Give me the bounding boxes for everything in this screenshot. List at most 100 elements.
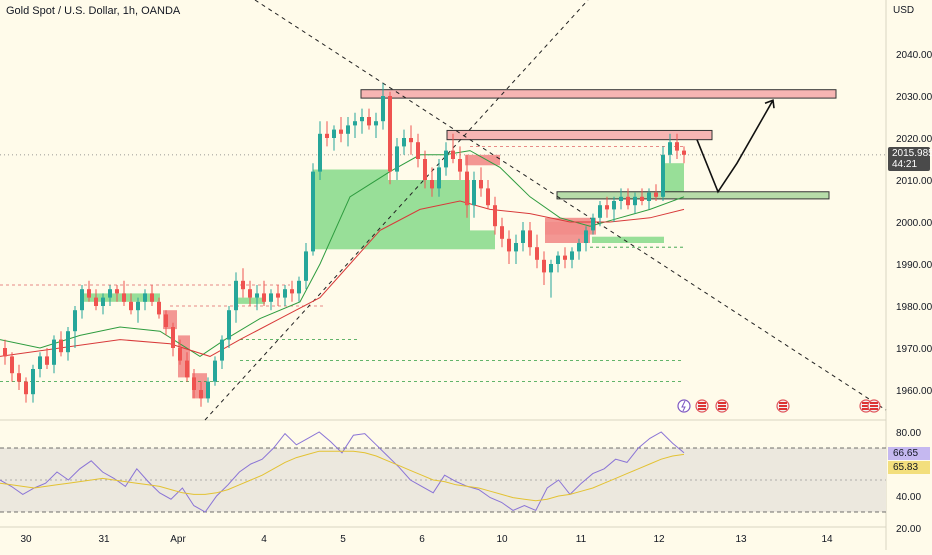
candle-bullish <box>437 167 441 189</box>
candle-bearish <box>493 205 497 227</box>
candle-bearish <box>416 142 420 159</box>
candle-bullish <box>556 255 560 264</box>
rsi-axis-label: 40.00 <box>896 492 921 503</box>
rsi-axis-label: 80.00 <box>896 428 921 439</box>
fvg-bearish-zone <box>545 222 590 243</box>
candle-bearish <box>10 356 14 374</box>
candle-bullish <box>255 293 259 298</box>
flag-stripe <box>870 408 878 410</box>
candle-bullish <box>444 150 448 168</box>
flag-stripe <box>870 402 878 404</box>
projection-layer <box>696 99 775 194</box>
candle-bullish <box>353 121 357 126</box>
rsi-axis-label: 20.00 <box>896 524 921 535</box>
candle-bearish <box>241 280 245 290</box>
candle-bearish <box>654 192 658 197</box>
trendlines-layer <box>0 0 887 421</box>
candle-bearish <box>115 289 119 294</box>
candle-bearish <box>682 150 686 155</box>
candle-bullish <box>66 331 70 353</box>
candle-bearish <box>94 297 98 306</box>
candle-bullish <box>143 293 147 302</box>
candle-bullish <box>332 129 336 138</box>
time-axis-label: 10 <box>496 534 508 545</box>
candle-bearish <box>87 289 91 298</box>
time-axis-label: 14 <box>821 534 833 545</box>
us-flag-icon <box>776 399 790 413</box>
descending-trendline <box>254 0 887 411</box>
candle-bullish <box>374 121 378 126</box>
candle-bullish <box>577 243 581 252</box>
candle-bullish <box>220 339 224 361</box>
candle-bullish <box>283 289 287 298</box>
time-axis-label: 4 <box>261 534 267 545</box>
candle-bullish <box>472 180 476 206</box>
candle-bullish <box>346 125 350 134</box>
time-axis-label: 11 <box>576 534 587 545</box>
candle-bearish <box>626 196 630 206</box>
candle-bullish <box>73 310 77 332</box>
rsi-value-tag: 66.65 <box>888 447 930 460</box>
candle-bearish <box>367 117 371 126</box>
candle-bullish <box>570 251 574 260</box>
candle-bullish <box>108 289 112 298</box>
candle-bullish <box>619 196 623 201</box>
time-axis-label: 30 <box>20 534 32 545</box>
candle-bearish <box>290 289 294 294</box>
supply-zone-lower <box>446 129 713 141</box>
flag-stripe <box>779 405 787 407</box>
us-flag-icon <box>715 399 729 413</box>
fvg-bullish-zone <box>664 163 684 199</box>
flag-stripe <box>718 408 726 410</box>
candle-bullish <box>213 360 217 382</box>
price-axis-label: 2040.000 <box>896 50 932 61</box>
candle-bullish <box>514 243 518 252</box>
candle-bullish <box>269 293 273 302</box>
candle-bearish <box>150 293 154 302</box>
flag-stripe <box>862 405 870 407</box>
us-flag-icon <box>867 399 881 413</box>
currency-label: USD <box>893 5 915 16</box>
moving-averages-layer <box>0 150 685 357</box>
candle-bearish <box>409 138 413 143</box>
candle-bearish <box>199 390 203 399</box>
time-axis-label: 13 <box>735 534 747 545</box>
fvg-bullish-zone <box>592 236 664 243</box>
flag-stripe <box>870 405 878 407</box>
flag-stripe <box>862 402 870 404</box>
fvg-bearish-zone <box>465 154 500 166</box>
fvg-bullish-zone <box>313 169 388 250</box>
candle-bearish <box>24 381 28 395</box>
time-axis-label: 31 <box>98 534 110 545</box>
candle-bearish <box>675 142 679 151</box>
candle-bearish <box>528 230 532 248</box>
rsi-band <box>0 448 886 512</box>
candle-bullish <box>227 310 231 340</box>
price-axis-label: 1980.000 <box>896 302 932 313</box>
candle-bullish <box>206 381 210 399</box>
last-price-value: 2015.985 <box>892 148 932 159</box>
candle-bearish <box>262 293 266 302</box>
demand-zone <box>556 191 830 200</box>
time-axis-label: 6 <box>419 534 425 545</box>
time-axis-label: Apr <box>170 534 186 545</box>
candle-bullish <box>311 171 315 252</box>
candle-bearish <box>178 348 182 361</box>
candle-bullish <box>304 251 308 281</box>
price-axis-label: 1990.000 <box>896 260 932 271</box>
fvg-bullish-zone <box>470 230 495 250</box>
flag-stripe <box>779 402 787 404</box>
candle-bullish <box>598 205 602 218</box>
candle-bullish <box>80 289 84 311</box>
axes-layer: 2040.000 2030.000 2020.000 2010.000 2000.000… <box>20 50 932 545</box>
candle-bullish <box>584 230 588 243</box>
candle-bullish <box>234 280 238 311</box>
supply-zone-upper <box>360 89 837 99</box>
candle-bearish <box>507 238 511 252</box>
candle-bullish <box>101 297 105 306</box>
flag-stripe <box>698 405 706 407</box>
candle-bearish <box>451 150 455 159</box>
candle-bullish <box>549 264 553 273</box>
candles-layer <box>3 83 686 407</box>
